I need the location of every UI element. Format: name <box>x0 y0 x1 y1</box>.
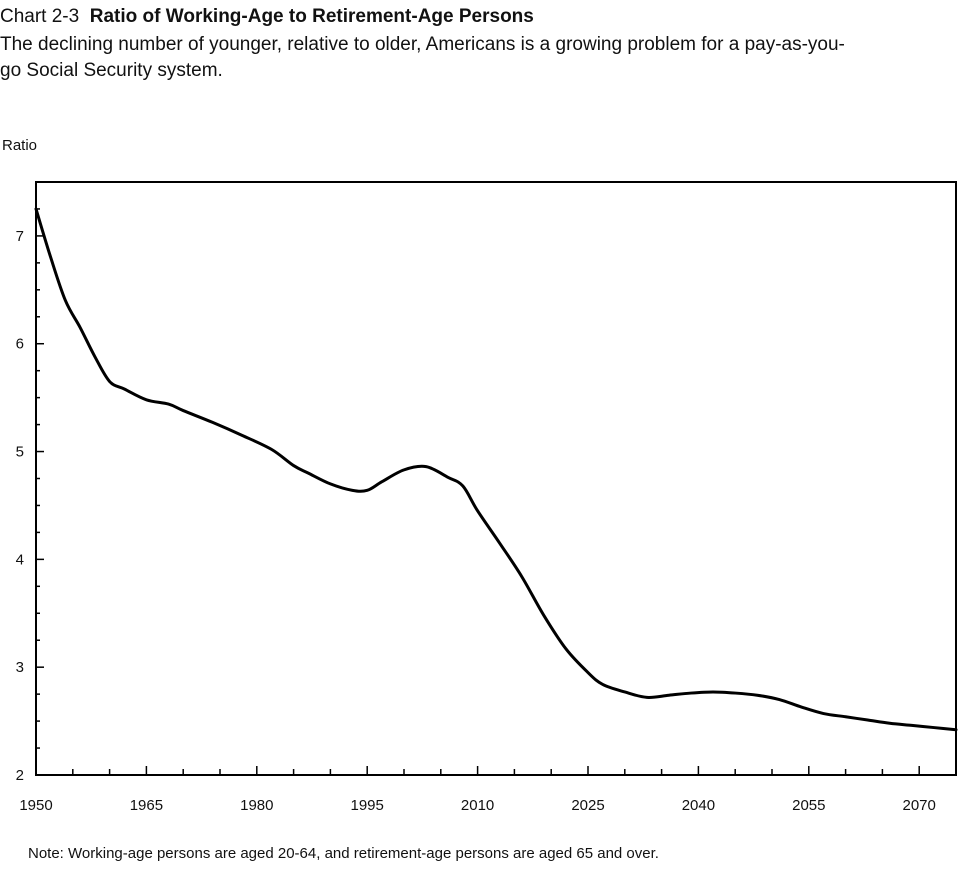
y-axis-label: Ratio <box>2 137 38 154</box>
y-tick-label: 3 <box>16 659 24 676</box>
chart-note: Note: Working-age persons are aged 20-64… <box>28 845 659 862</box>
chart-subtitle: The declining number of younger, relativ… <box>0 34 845 81</box>
x-tick-label: 2070 <box>903 797 936 814</box>
y-tick-label: 7 <box>16 228 24 245</box>
y-tick-label: 2 <box>16 767 24 784</box>
x-tick-label: 2010 <box>461 797 494 814</box>
y-tick-label: 4 <box>16 551 24 568</box>
x-tick-label: 2025 <box>571 797 604 814</box>
y-tick-label: 5 <box>16 444 24 461</box>
chart-title-text: Ratio of Working-Age to Retirement-Age P… <box>89 6 534 27</box>
series-line <box>34 207 958 732</box>
x-tick-label: 2040 <box>682 797 715 814</box>
chart-number: Chart 2-3 <box>0 6 80 27</box>
y-axis: 2 3 4 5 6 7 <box>16 181 44 784</box>
x-tick-label: 1980 <box>240 797 273 814</box>
series-layer <box>34 207 958 732</box>
chart-title: Chart 2-3 Ratio of Working-Age to Retire… <box>0 4 950 30</box>
chart-header: Chart 2-3 Ratio of Working-Age to Retire… <box>0 4 950 84</box>
y-tick-label: 6 <box>16 336 24 353</box>
x-tick-label: 1965 <box>130 797 163 814</box>
x-axis: 1950 1965 1980 1995 2010 2025 2040 2055 2070 <box>19 766 957 814</box>
x-tick-label: 2055 <box>792 797 825 814</box>
plot-frame <box>35 181 957 776</box>
x-tick-label: 1950 <box>19 797 52 814</box>
x-tick-label: 1995 <box>351 797 384 814</box>
